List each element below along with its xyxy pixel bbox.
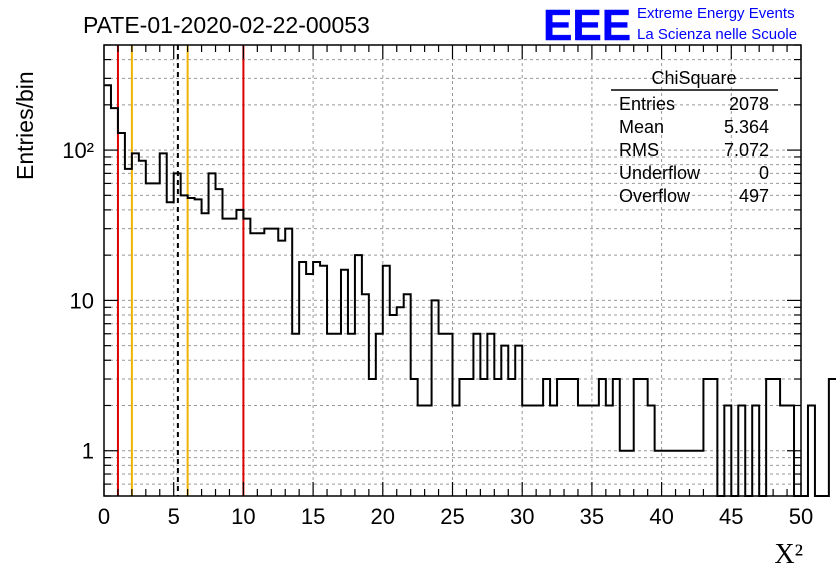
stats-row-label: Mean [619, 117, 664, 137]
stats-row-value: 0 [759, 163, 769, 183]
stats-box: ChiSquare Entries 2078 Mean 5.364 RMS 7.072 Un… [611, 68, 778, 206]
eee-logo: EEE Extreme Energy Events La Scienza nel… [543, 1, 797, 51]
stats-row-value: 7.072 [724, 140, 769, 160]
x-tick-label: 25 [440, 504, 464, 529]
stats-rows: Entries 2078 Mean 5.364 RMS 7.072 Underflow 0 Ov… [619, 94, 769, 206]
stats-row-label: Overflow [619, 186, 691, 206]
y-axis-label: Entries/bin [12, 71, 38, 180]
x-tick-label: 50 [789, 504, 813, 529]
stats-row-value: 5.364 [724, 117, 769, 137]
axes [103, 44, 802, 497]
x-tick-label: 20 [371, 504, 395, 529]
y-tick-label: 10² [62, 138, 94, 163]
stats-row-value: 497 [739, 186, 769, 206]
histogram-outline [104, 84, 836, 497]
chart-title: PATE-01-2020-02-22-00053 [83, 12, 370, 38]
x-tick-label: 35 [580, 504, 604, 529]
x-tick-label: 0 [98, 504, 110, 529]
plot-frame [103, 44, 802, 497]
y-tick-label: 1 [82, 439, 94, 464]
x-tick-label: 10 [231, 504, 255, 529]
stats-row-value: 2078 [729, 94, 769, 114]
y-tick-label: 10 [70, 288, 94, 313]
stats-row-label: RMS [619, 140, 659, 160]
stats-row-label: Underflow [619, 163, 701, 183]
x-axis-label: X² [774, 539, 803, 570]
x-tick-label: 30 [510, 504, 534, 529]
x-tick-label: 5 [168, 504, 180, 529]
x-tick-label: 45 [719, 504, 743, 529]
eee-logo-mark: EEE [543, 1, 631, 50]
histogram [104, 84, 836, 497]
grid-layer [104, 44, 801, 497]
x-tick-label: 40 [649, 504, 673, 529]
eee-logo-line1: Extreme Energy Events [637, 5, 795, 22]
x-tick-label: 15 [301, 504, 325, 529]
eee-logo-line2: La Scienza nelle Scuole [637, 26, 797, 43]
stats-row-label: Entries [619, 94, 675, 114]
stats-title: ChiSquare [651, 68, 736, 88]
reference-lines [116, 45, 245, 496]
tick-labels: 0 5 10 15 20 25 30 35 40 45 50 1 10 10² [62, 138, 813, 529]
